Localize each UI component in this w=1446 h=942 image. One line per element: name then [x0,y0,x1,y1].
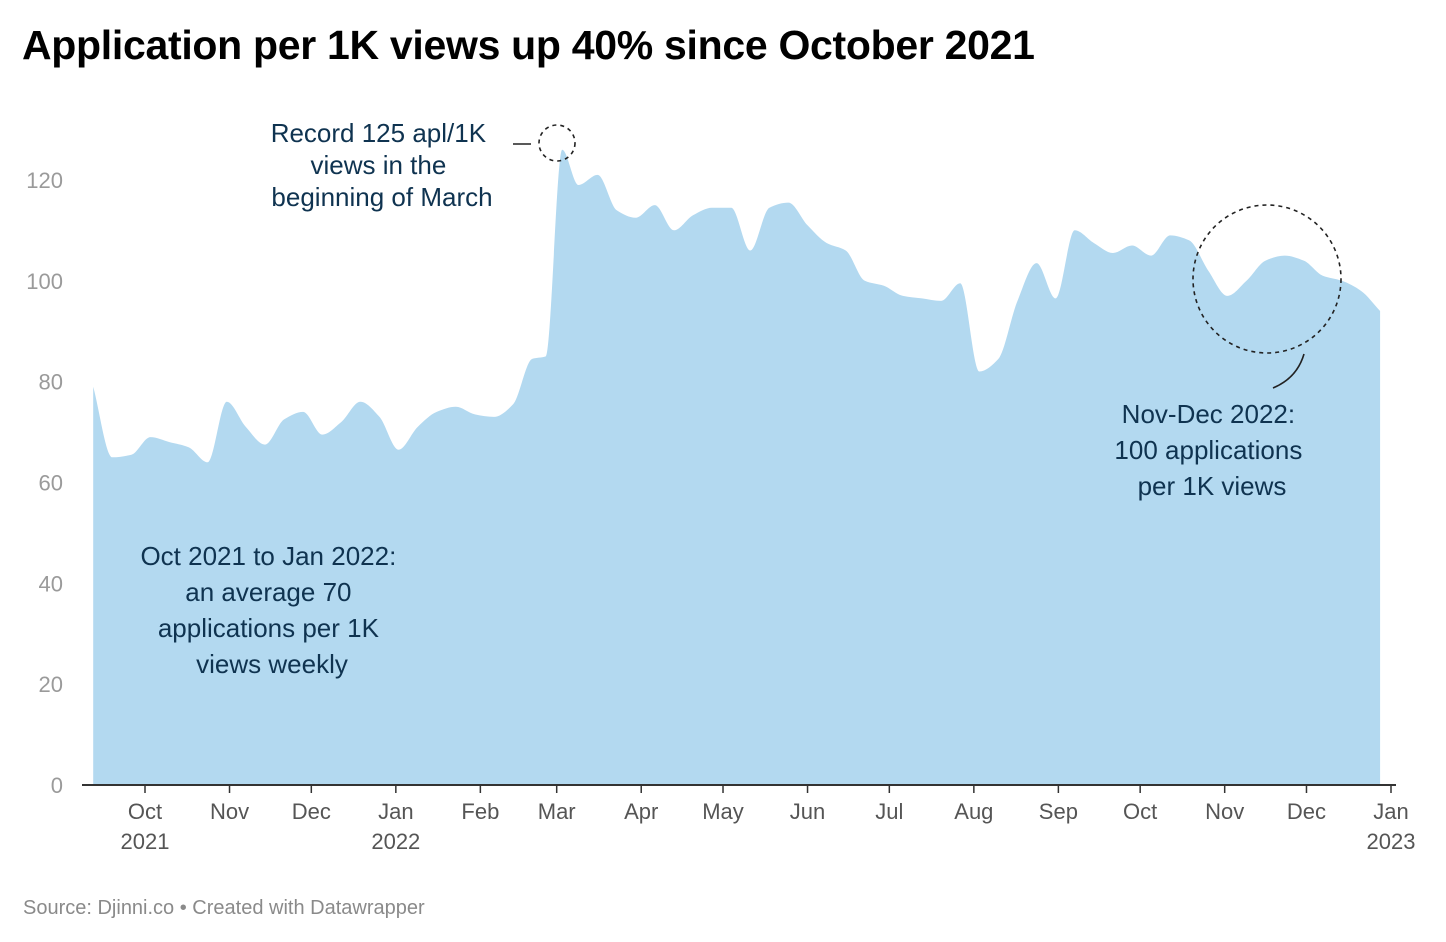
source-footer: Source: Djinni.co • Created with Datawra… [23,897,425,919]
x-tick-label: Aug [954,799,993,824]
x-tick-label: Nov [1205,799,1244,824]
chart-title: Application per 1K views up 40% since Oc… [22,22,1035,68]
annotation-record-peak: Record 125 apl/1K views in the beginning… [271,118,576,212]
y-tick-label: 120 [26,168,63,193]
x-tick-year-label: 2023 [1367,829,1416,854]
x-tick-label: Oct [1123,799,1157,824]
y-tick-label: 60 [39,470,63,495]
nov-dec-annotation-connector [1272,353,1305,389]
y-tick-label: 40 [39,571,63,596]
peak-highlight-circle [538,124,576,162]
x-tick-label: May [702,799,744,824]
x-tick-label: Sep [1039,799,1078,824]
x-tick-label: Oct [128,799,162,824]
x-axis-ticks: Oct 2021 Nov Dec Jan 2022 Feb Mar Apr May Jun Jul Au… [121,786,1416,854]
y-tick-label: 20 [39,672,63,697]
y-tick-label: 0 [51,773,63,798]
x-tick-label: Jan [378,799,413,824]
y-tick-label: 80 [39,370,63,395]
nov-dec-highlight-circle [1192,204,1342,354]
x-tick-label: Dec [292,799,331,824]
x-tick-label: Jun [790,799,825,824]
x-tick-label: Feb [461,799,499,824]
oct-jan-annotation-text: Oct 2021 to Jan 2022: an average 70 appl… [140,541,403,679]
peak-annotation-text: Record 125 apl/1K views in the beginning… [271,118,494,212]
x-tick-year-label: 2022 [371,829,420,854]
x-tick-label: Dec [1287,799,1326,824]
x-tick-label: Apr [624,799,658,824]
x-tick-label: Jul [875,799,903,824]
series-area [93,149,1381,785]
x-tick-label: Mar [538,799,576,824]
annotation-oct-jan-average: Oct 2021 to Jan 2022: an average 70 appl… [140,541,403,679]
x-tick-year-label: 2021 [121,829,170,854]
x-tick-label: Nov [210,799,249,824]
nov-dec-annotation-text: Nov-Dec 2022: 100 applications per 1K vi… [1114,399,1309,501]
x-tick-label: Jan [1373,799,1408,824]
y-axis-ticks: 0 20 40 60 80 100 120 [26,168,63,798]
annotation-nov-dec: Nov-Dec 2022: 100 applications per 1K vi… [1114,204,1342,501]
y-tick-label: 100 [26,269,63,294]
